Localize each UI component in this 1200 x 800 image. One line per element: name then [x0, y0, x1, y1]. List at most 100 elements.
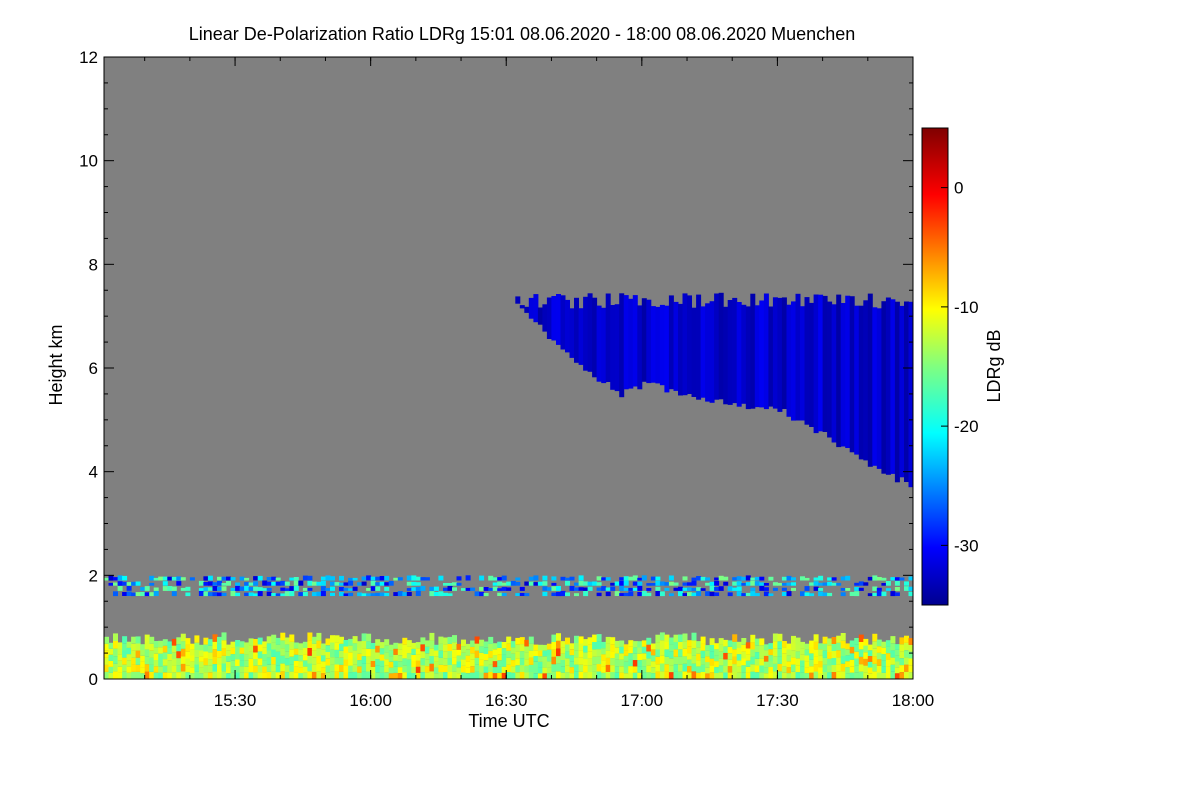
heat-cell — [858, 656, 864, 665]
heat-cell — [492, 577, 498, 581]
heat-cell — [709, 658, 715, 666]
heat-cell — [845, 588, 851, 591]
heat-cell — [709, 585, 715, 591]
heat-cell — [302, 648, 308, 655]
heat-cell — [587, 586, 593, 591]
heat-cell — [226, 650, 231, 656]
heat-cell — [574, 593, 579, 597]
heat-cell — [266, 657, 272, 665]
heat-cell — [239, 660, 245, 667]
heat-cell — [596, 634, 602, 642]
heat-cell — [745, 592, 751, 596]
heat-cell — [818, 582, 824, 586]
heat-cell — [560, 672, 566, 679]
heat-cell — [221, 632, 227, 641]
heat-cell — [890, 299, 896, 474]
heat-cell — [786, 661, 792, 668]
heat-cell — [212, 641, 218, 650]
heat-cell — [217, 586, 222, 591]
heat-cell — [433, 644, 439, 651]
heat-cell — [614, 591, 620, 596]
heat-cell — [140, 587, 146, 591]
heat-cell — [614, 647, 620, 654]
heat-cell — [845, 655, 851, 662]
heat-cell — [153, 672, 159, 679]
heat-cell — [759, 665, 765, 673]
heat-cell — [863, 665, 869, 673]
heat-cell — [687, 659, 692, 667]
heat-cell — [474, 657, 480, 665]
heat-cell — [126, 582, 132, 586]
heat-cell — [872, 633, 878, 642]
heat-cell — [348, 672, 354, 679]
heat-cell — [574, 643, 579, 651]
heat-cell — [678, 303, 683, 396]
heat-cell — [727, 646, 733, 654]
heat-cell — [804, 643, 810, 650]
heat-cell — [117, 666, 123, 673]
heat-cell — [587, 637, 593, 645]
heat-cell — [461, 588, 466, 591]
heat-cell — [858, 581, 864, 586]
heat-cell — [212, 664, 218, 672]
heat-cell — [610, 665, 616, 673]
heat-cell — [881, 577, 887, 581]
heat-cell — [330, 581, 335, 586]
heat-cell — [592, 649, 598, 657]
heat-cell — [176, 658, 182, 666]
heat-cell — [872, 648, 878, 657]
heat-cell — [709, 645, 715, 652]
heat-cell — [876, 590, 882, 597]
heat-cell — [745, 306, 751, 410]
heat-cell — [628, 576, 634, 581]
heat-cell — [546, 297, 552, 339]
heat-cell — [605, 636, 611, 644]
heat-cell — [723, 652, 729, 660]
heat-cell — [863, 638, 869, 646]
heat-cell — [786, 591, 792, 597]
heat-cell — [592, 634, 598, 642]
heat-cell — [542, 591, 548, 597]
heat-cell — [641, 653, 647, 660]
heat-cell — [840, 633, 846, 641]
heat-cell — [551, 576, 557, 581]
heat-cell — [741, 583, 747, 586]
heat-cell — [664, 664, 670, 672]
heat-cell — [221, 583, 227, 586]
heat-cell — [601, 672, 607, 679]
heat-cell — [415, 648, 421, 655]
heat-cell — [867, 656, 873, 662]
heat-cell — [307, 640, 313, 648]
heat-cell — [659, 647, 665, 656]
heat-cell — [176, 637, 182, 645]
heat-cell — [687, 640, 692, 647]
heat-cell — [207, 645, 213, 653]
heat-cell — [203, 637, 209, 645]
heat-cell — [637, 592, 643, 597]
heat-cell — [357, 592, 363, 597]
heat-cell — [641, 672, 647, 679]
heat-cell — [800, 576, 805, 581]
heat-cell — [736, 591, 742, 597]
heat-cell — [809, 659, 815, 667]
heat-cell — [140, 655, 146, 662]
heat-cell — [198, 580, 204, 586]
heat-cell — [352, 577, 358, 581]
heat-cell — [587, 658, 593, 666]
heat-cell — [836, 635, 842, 643]
heat-cell — [384, 639, 390, 646]
heat-cell — [122, 650, 128, 658]
heat-cell — [126, 591, 132, 596]
heat-cell — [863, 658, 869, 666]
heat-cell — [709, 665, 715, 673]
heat-cell — [501, 582, 507, 586]
heat-cell — [397, 673, 403, 679]
heat-cell — [492, 586, 498, 591]
heat-cell — [637, 585, 643, 591]
heat-cell — [890, 671, 896, 679]
heat-cell — [623, 655, 629, 662]
heat-cell — [266, 636, 272, 644]
heat-cell — [528, 636, 534, 644]
heat-cell — [393, 642, 399, 649]
heat-cell — [461, 659, 466, 666]
